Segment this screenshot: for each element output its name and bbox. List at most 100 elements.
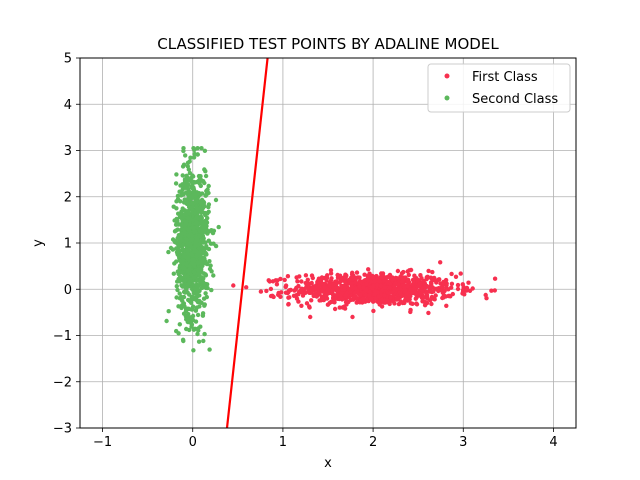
data-point-series-0 [382, 285, 388, 290]
data-point-series-0 [425, 274, 430, 279]
data-point-series-1 [203, 291, 208, 296]
data-point-series-1 [186, 209, 191, 214]
data-point-series-1 [185, 316, 190, 321]
data-point-series-0 [275, 278, 280, 283]
data-point-series-0 [431, 289, 436, 294]
data-point-series-1 [188, 217, 193, 222]
data-point-series-0 [291, 293, 297, 298]
y-tick-label: 1 [64, 237, 72, 252]
data-point-series-0 [371, 284, 376, 289]
data-point-series-0 [367, 293, 372, 298]
data-point-series-0 [343, 300, 349, 305]
data-point-series-0 [401, 269, 406, 275]
data-point-series-1 [181, 261, 186, 266]
data-point-series-1 [211, 228, 217, 233]
axis-ticks: −1 0 1 2 3 4 −3 −2 −1 0 1 2 3 4 5 [53, 52, 558, 451]
data-point-series-0 [244, 285, 249, 290]
data-point-series-1 [204, 244, 209, 249]
data-point-series-0 [285, 274, 291, 279]
data-point-series-1 [191, 275, 197, 280]
data-point-series-1 [174, 172, 179, 177]
data-point-series-0 [296, 299, 301, 304]
decision-line [225, 57, 269, 429]
data-point-series-0 [410, 282, 415, 287]
data-point-series-1 [194, 214, 200, 220]
data-point-series-1 [200, 313, 206, 318]
data-point-series-1 [184, 219, 189, 225]
data-point-series-1 [184, 237, 190, 243]
data-point-series-0 [379, 304, 385, 309]
data-point-series-1 [189, 184, 195, 189]
data-point-series-1 [176, 304, 181, 309]
data-point-series-1 [175, 193, 181, 199]
data-point-series-1 [190, 225, 195, 230]
data-point-series-0 [429, 294, 435, 300]
data-point-series-0 [461, 284, 466, 290]
data-point-series-0 [362, 278, 368, 283]
data-point-series-1 [199, 197, 205, 203]
data-point-series-1 [191, 155, 197, 160]
data-point-series-0 [267, 279, 272, 284]
data-point-series-1 [201, 276, 206, 281]
data-point-series-0 [335, 288, 341, 293]
data-point-series-0 [331, 299, 336, 305]
data-point-series-0 [405, 269, 410, 274]
data-point-series-0 [316, 290, 322, 295]
data-point-series-1 [194, 205, 199, 210]
data-point-series-0 [333, 282, 338, 287]
data-point-series-1 [191, 348, 196, 353]
data-point-series-0 [417, 293, 422, 298]
data-point-series-1 [211, 273, 216, 278]
data-point-series-0 [455, 282, 461, 288]
data-point-series-0 [319, 295, 325, 300]
data-point-series-0 [412, 286, 417, 292]
data-point-series-1 [182, 278, 188, 283]
data-point-series-1 [194, 221, 200, 226]
data-point-series-0 [361, 285, 366, 290]
data-point-series-0 [342, 287, 347, 292]
data-point-series-1 [175, 287, 180, 293]
data-point-series-1 [187, 292, 192, 297]
data-point-series-1 [180, 173, 185, 178]
data-point-series-1 [189, 253, 195, 258]
data-point-series-1 [187, 190, 192, 196]
data-point-series-0 [304, 301, 310, 306]
data-point-series-0 [484, 296, 489, 301]
data-point-series-0 [426, 310, 431, 316]
data-point-series-1 [177, 322, 182, 327]
data-point-series-1 [188, 237, 193, 243]
data-point-series-1 [177, 248, 182, 253]
data-point-series-0 [353, 294, 358, 299]
data-point-series-1 [203, 173, 209, 179]
data-point-series-1 [174, 284, 179, 289]
data-point-series-1 [190, 193, 195, 199]
data-point-series-0 [398, 292, 403, 297]
data-point-series-0 [446, 287, 451, 292]
data-point-series-0 [328, 271, 334, 276]
data-point-series-0 [307, 304, 312, 309]
data-point-series-0 [354, 300, 359, 305]
data-point-series-0 [314, 294, 319, 299]
data-point-series-1 [208, 263, 213, 268]
data-point-series-0 [351, 273, 356, 278]
data-point-series-0 [292, 288, 297, 293]
legend: First Class Second Class [427, 63, 571, 113]
data-point-series-1 [174, 206, 179, 211]
data-point-series-0 [408, 287, 413, 292]
data-point-series-0 [299, 303, 304, 308]
x-tick-label: 4 [549, 435, 557, 450]
data-point-series-1 [184, 286, 189, 292]
legend-label-second-class: Second Class [472, 92, 558, 107]
data-point-series-1 [203, 169, 208, 174]
data-point-series-1 [195, 152, 200, 157]
data-point-series-1 [194, 235, 199, 241]
data-point-series-0 [309, 298, 314, 303]
data-point-series-0 [449, 281, 455, 286]
data-point-series-1 [179, 193, 184, 198]
data-point-series-1 [166, 249, 171, 255]
data-point-series-1 [177, 189, 182, 194]
data-point-series-1 [188, 277, 193, 282]
data-point-series-1 [204, 261, 210, 267]
data-point-series-1 [174, 259, 179, 264]
data-point-series-1 [194, 305, 200, 310]
